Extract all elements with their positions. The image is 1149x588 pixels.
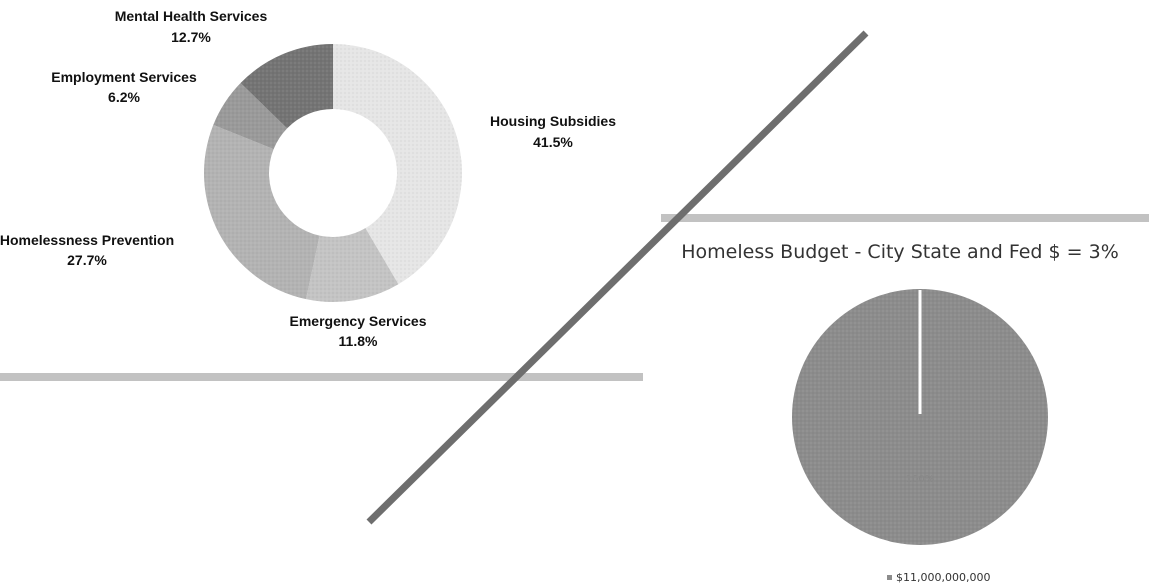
legend-label: $11,000,000,000 [896, 571, 990, 584]
right-divider-band [661, 214, 1149, 222]
label-value: 6.2% [108, 89, 140, 105]
left-divider-band [0, 373, 643, 381]
label-category: Homelessness Prevention [0, 232, 174, 248]
donut-label-prevention: Homelessness Prevention 27.7% [0, 232, 174, 268]
donut-chart [204, 44, 462, 302]
pie-chart [792, 289, 1048, 545]
donut-slice-texture [213, 83, 288, 150]
donut-label-housing: Housing Subsidies 41.5% [490, 113, 616, 150]
pie-slice-texture [792, 289, 1048, 545]
donut-slice-texture [240, 44, 333, 129]
label-category: Housing Subsidies [490, 113, 616, 129]
pie-legend: $11,000,000,000 [887, 571, 990, 584]
label-category: Employment Services [51, 69, 197, 85]
pie-data-label: 100% [906, 474, 935, 485]
diagonal-strike-line [366, 30, 869, 525]
label-category: Emergency Services [290, 313, 427, 329]
donut-slice-texture [306, 228, 399, 302]
donut-label-emergency: Emergency Services 11.8% [290, 313, 427, 349]
donut-label-mental-health: Mental Health Services 12.7% [115, 8, 268, 45]
donut-label-employment: Employment Services 6.2% [51, 69, 197, 105]
label-category: Mental Health Services [115, 8, 268, 24]
label-value: 41.5% [533, 134, 573, 150]
label-value: 27.7% [67, 252, 107, 268]
legend-swatch [887, 575, 892, 580]
label-value: 12.7% [171, 29, 211, 45]
donut-slice-texture [333, 44, 462, 285]
chart-title: Homeless Budget - City State and Fed $ =… [681, 241, 1119, 263]
donut-slice-texture [204, 124, 320, 300]
label-value: 11.8% [339, 333, 378, 349]
